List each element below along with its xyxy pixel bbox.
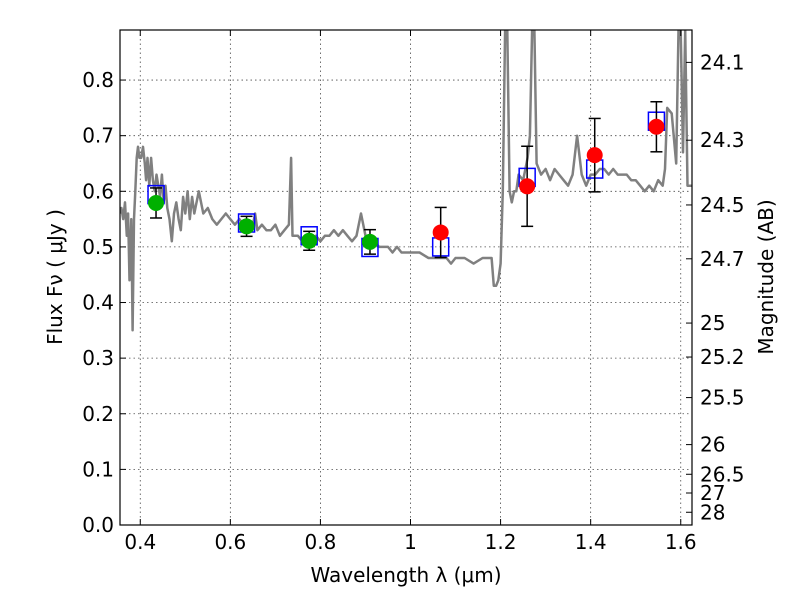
x-tick-label: 0.4 [124,530,156,554]
mag-tick-label: 26.5 [700,462,745,486]
data-point [519,178,536,195]
grid-lines [120,30,692,526]
data-point [301,232,318,249]
model-spectrum-layer [120,30,692,332]
model-spectrum-line [120,30,692,332]
mag-tick-label: 24.5 [700,193,745,217]
plot-frame [119,29,693,526]
x-tick-label: 0.8 [305,530,337,554]
data-point [648,118,665,135]
mag-tick-label: 24.3 [700,128,745,152]
x-tick-label: 1.6 [665,530,697,554]
y-axis-title: Flux Fν ( μJy ) [43,209,67,345]
data-point [432,224,449,241]
x-axis-title: Wavelength λ (μm) [310,563,501,587]
mag-tick-label: 27 [700,481,725,505]
axis-ticks: 0.4 0.6 0.8 1 1.2 1.4 1.6 0.0 0.1 0.2 0.3 0.4 0.5 0.6… [82,30,745,554]
y-tick-label: 0.8 [82,68,114,92]
data-point [586,147,603,164]
y-tick-label: 0.0 [82,513,114,537]
y-tick-label: 0.6 [82,179,114,203]
x-tick-label: 0.6 [214,530,246,554]
x-tick-label: 1 [404,530,417,554]
mag-tick-label: 25.2 [700,345,745,369]
x-tick-label: 1.2 [485,530,517,554]
mag-tick-label: 28 [700,500,725,524]
mag-tick-label: 24.7 [700,247,745,271]
y-tick-label: 0.5 [82,235,114,259]
y-tick-label: 0.7 [82,124,114,148]
y-tick-label: 0.3 [82,346,114,370]
mag-tick-label: 26 [700,433,725,457]
mag-tick-label: 25.5 [700,386,745,410]
mag-tick-label: 25 [700,311,725,335]
data-point [361,233,378,250]
x-tick-label: 1.4 [575,530,607,554]
y-tick-label: 0.4 [82,291,114,315]
y-axis-title-right: Magnitude (AB) [754,199,778,354]
data-point [238,218,255,235]
photometry-layer [147,100,666,259]
y-tick-label: 0.2 [82,402,114,426]
mag-tick-label: 24.1 [700,50,745,74]
y-tick-label: 0.1 [82,457,114,481]
data-point [148,194,165,211]
